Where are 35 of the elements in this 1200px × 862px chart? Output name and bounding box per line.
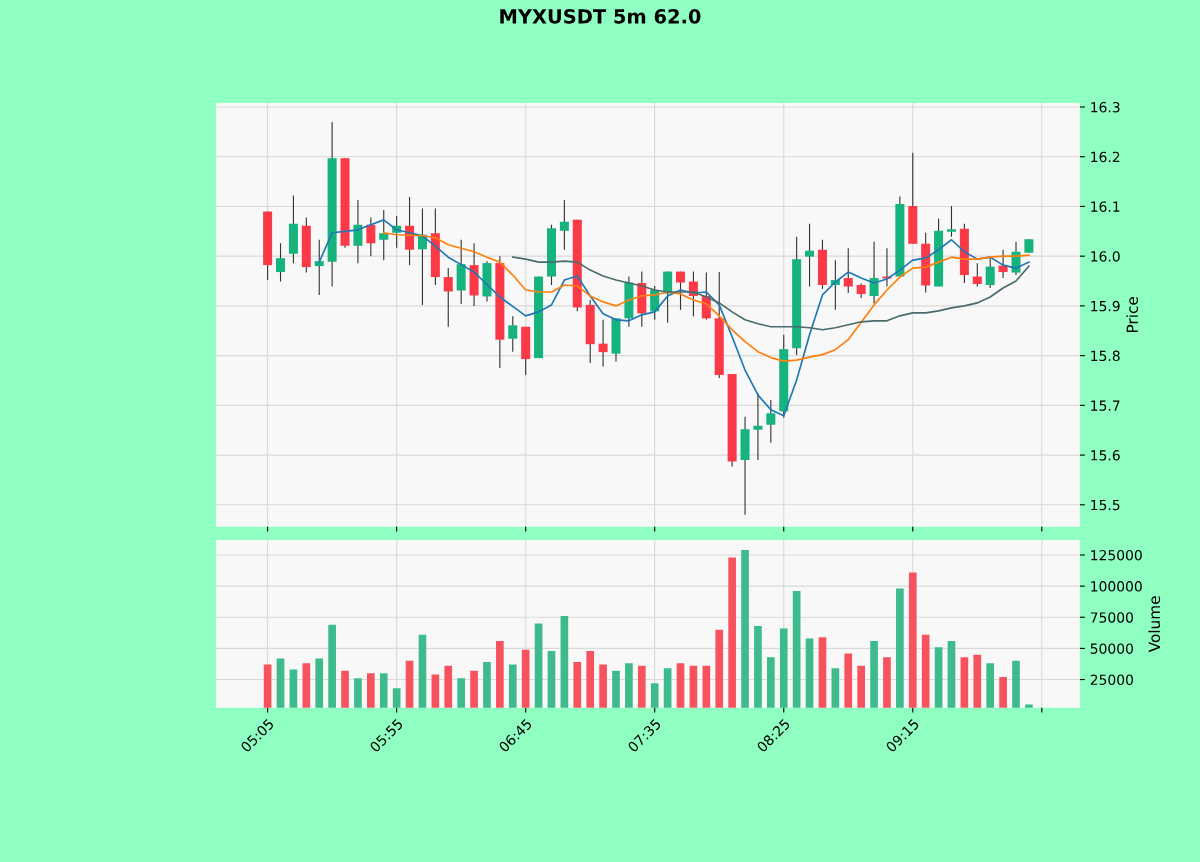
candlestick [843, 247, 853, 294]
line-series [511, 256, 1030, 331]
y-tick-label: 75000 [1090, 612, 1133, 623]
y-tick-label: 16.3 [1091, 101, 1120, 113]
y-tick-label: 100000 [1091, 581, 1142, 592]
y-tick-label: 16.0 [1091, 251, 1120, 262]
y-tick-label: 16.2 [1091, 151, 1120, 163]
candlestick [805, 223, 815, 288]
y-tick-label: 15.6 [1091, 450, 1120, 461]
y-tick-label: 15.5 [1091, 499, 1120, 511]
y-tick-label: 15.8 [1091, 350, 1120, 362]
candlestick [598, 319, 608, 368]
y-axis-title: Price [1126, 297, 1139, 332]
candlestick [508, 315, 518, 353]
y-axis-title: Volume [1148, 596, 1161, 653]
candlestick [946, 205, 956, 238]
y-tick-label: 50000 [1090, 643, 1133, 654]
candlestick [766, 399, 776, 444]
candlestick [353, 199, 363, 264]
y-tick-label: 125000 [1091, 549, 1142, 561]
candlestick [869, 241, 879, 304]
candlestick [559, 199, 569, 251]
y-tick-label: 15.9 [1091, 300, 1120, 312]
candlestick [366, 216, 376, 257]
candlestick [276, 242, 286, 283]
candlestick [379, 209, 389, 261]
y-tick-label: 25000 [1090, 674, 1133, 686]
candlestick [985, 256, 995, 289]
chart-title: MYXUSDT 5m 62.0 [500, 8, 701, 24]
candlestick [443, 267, 453, 328]
candlestick [972, 262, 982, 288]
candlestick [314, 239, 324, 296]
y-tick-label: 15.7 [1091, 400, 1120, 411]
y-tick-label: 16.1 [1091, 201, 1120, 212]
candlestick [753, 392, 763, 461]
